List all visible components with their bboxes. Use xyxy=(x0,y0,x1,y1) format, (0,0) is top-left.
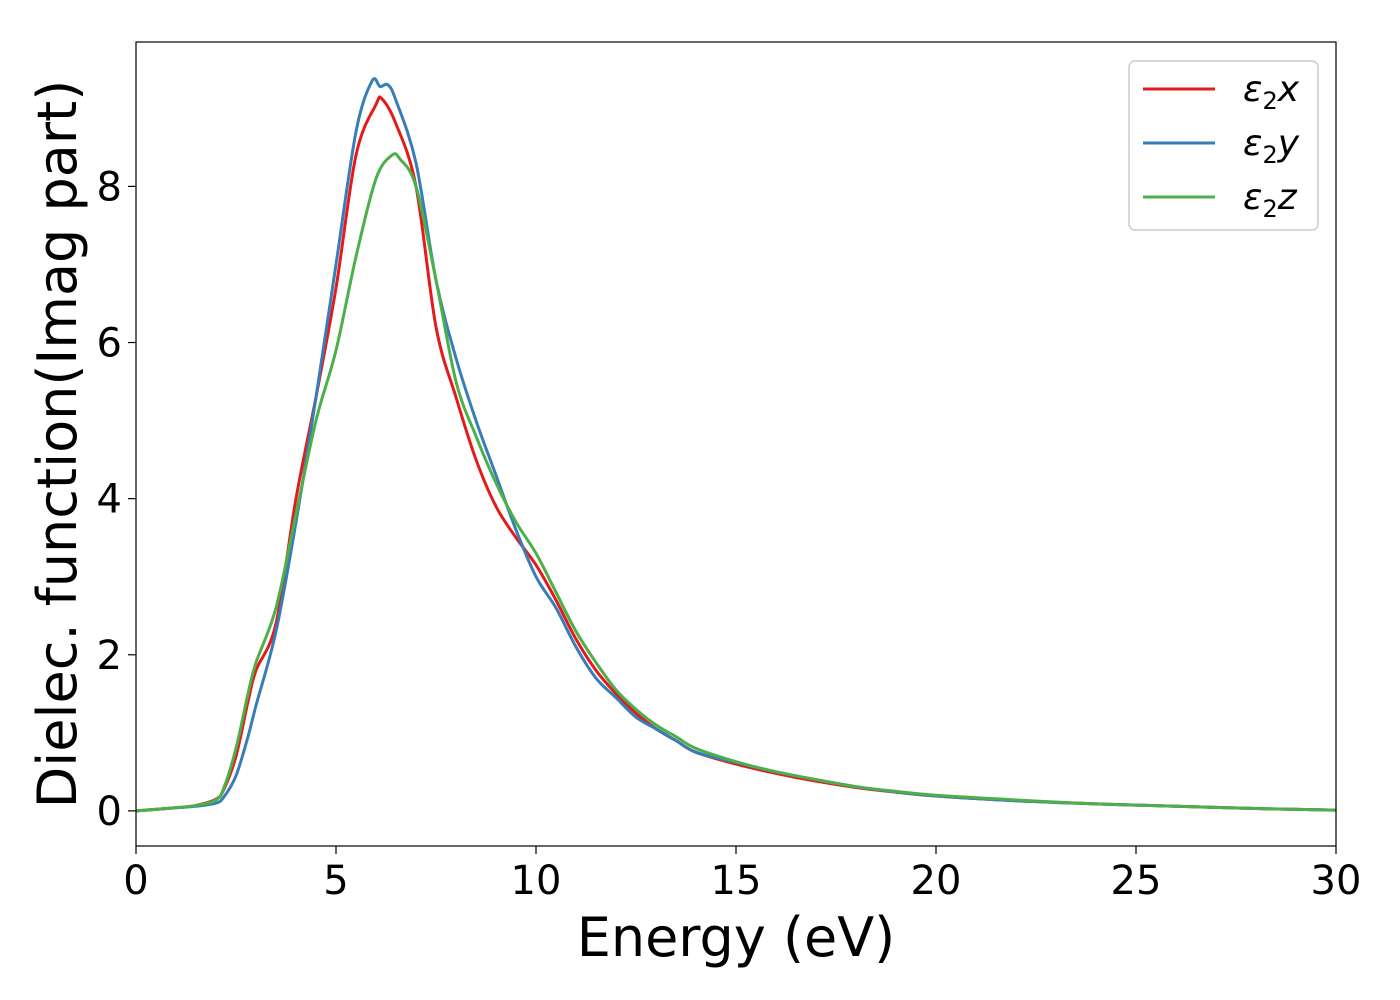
legend-label-subscript: 2 xyxy=(1262,195,1277,223)
legend-label-base: ε xyxy=(1243,123,1262,164)
x-tick-label: 25 xyxy=(1111,858,1162,904)
legend-label-z: ε2z xyxy=(1243,177,1298,223)
y-tick-label: 4 xyxy=(97,477,122,523)
legend-label-subscript: 2 xyxy=(1262,87,1277,115)
legend-label-x: ε2x xyxy=(1243,69,1300,115)
legend-label-subscript: 2 xyxy=(1262,141,1277,169)
legend-label-suffix: x xyxy=(1277,69,1300,110)
y-tick-label: 8 xyxy=(97,164,122,210)
legend-label-y: ε2y xyxy=(1243,123,1300,169)
legend-label-suffix: z xyxy=(1277,177,1298,218)
series-line-z xyxy=(136,152,1336,813)
x-tick-label: 0 xyxy=(123,858,148,904)
x-axis: 0 5 10 15 20 25 30 xyxy=(123,846,1361,904)
legend-label-suffix: y xyxy=(1277,123,1300,164)
y-tick-label: 0 xyxy=(97,789,122,835)
y-tick-label: 6 xyxy=(97,321,122,367)
y-axis: 0 2 4 6 8 xyxy=(97,164,136,835)
series-layer xyxy=(136,77,1336,813)
x-tick-label: 5 xyxy=(323,858,348,904)
x-tick-label: 10 xyxy=(511,858,562,904)
x-tick-label: 15 xyxy=(711,858,762,904)
legend-label-base: ε xyxy=(1243,69,1262,110)
y-tick-label: 2 xyxy=(97,633,122,679)
legend-label-base: ε xyxy=(1243,177,1262,218)
y-axis-label: Dielec. function(Imag part) xyxy=(26,80,89,809)
legend-box xyxy=(1128,60,1319,231)
x-tick-label: 20 xyxy=(911,858,962,904)
x-tick-label: 30 xyxy=(1311,858,1362,904)
x-axis-label: Energy (eV) xyxy=(577,906,896,969)
